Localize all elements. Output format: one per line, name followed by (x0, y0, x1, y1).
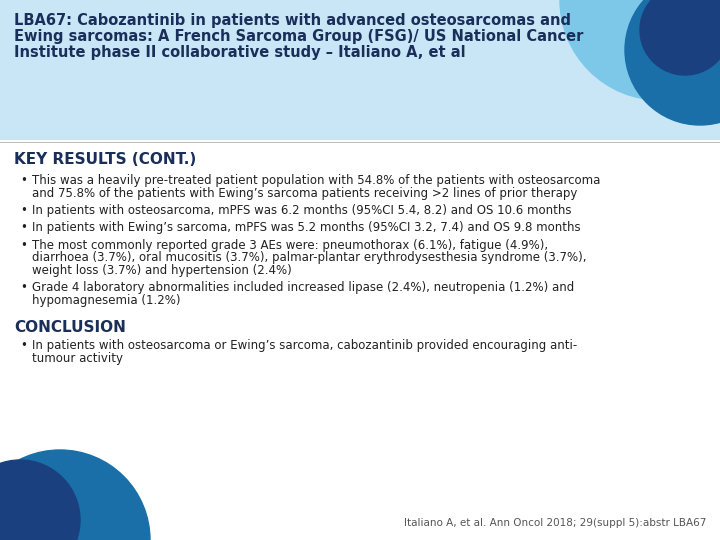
Circle shape (640, 0, 720, 75)
FancyBboxPatch shape (0, 0, 720, 140)
Text: Institute phase II collaborative study – Italiano A, et al: Institute phase II collaborative study –… (14, 45, 466, 60)
Text: Grade 4 laboratory abnormalities included increased lipase (2.4%), neutropenia (: Grade 4 laboratory abnormalities include… (32, 281, 575, 294)
Text: In patients with osteosarcoma, mPFS was 6.2 months (95%CI 5.4, 8.2) and OS 10.6 : In patients with osteosarcoma, mPFS was … (32, 204, 572, 217)
Text: •: • (20, 340, 27, 353)
Text: tumour activity: tumour activity (32, 352, 123, 365)
Text: The most commonly reported grade 3 AEs were: pneumothorax (6.1%), fatigue (4.9%): The most commonly reported grade 3 AEs w… (32, 239, 548, 252)
Text: •: • (20, 281, 27, 294)
Text: Italiano A, et al. Ann Oncol 2018; 29(suppl 5):abstr LBA67: Italiano A, et al. Ann Oncol 2018; 29(su… (404, 518, 706, 528)
Text: This was a heavily pre-treated patient population with 54.8% of the patients wit: This was a heavily pre-treated patient p… (32, 174, 600, 187)
Text: CONCLUSION: CONCLUSION (14, 320, 126, 334)
Text: Ewing sarcomas: A French Sarcoma Group (FSG)/ US National Cancer: Ewing sarcomas: A French Sarcoma Group (… (14, 29, 583, 44)
Text: LBA67: Cabozantinib in patients with advanced osteosarcomas and: LBA67: Cabozantinib in patients with adv… (14, 13, 571, 28)
Text: KEY RESULTS (CONT.): KEY RESULTS (CONT.) (14, 152, 197, 167)
Text: In patients with osteosarcoma or Ewing’s sarcoma, cabozantinib provided encourag: In patients with osteosarcoma or Ewing’s… (32, 340, 577, 353)
Circle shape (625, 0, 720, 125)
Text: In patients with Ewing’s sarcoma, mPFS was 5.2 months (95%CI 3.2, 7.4) and OS 9.: In patients with Ewing’s sarcoma, mPFS w… (32, 221, 580, 234)
Text: •: • (20, 221, 27, 234)
Text: •: • (20, 239, 27, 252)
Text: •: • (20, 174, 27, 187)
Circle shape (0, 450, 150, 540)
Text: weight loss (3.7%) and hypertension (2.4%): weight loss (3.7%) and hypertension (2.4… (32, 264, 292, 277)
Text: hypomagnesemia (1.2%): hypomagnesemia (1.2%) (32, 294, 181, 307)
Text: •: • (20, 204, 27, 217)
Circle shape (0, 460, 80, 540)
Circle shape (560, 0, 720, 100)
Text: diarrhoea (3.7%), oral mucositis (3.7%), palmar-plantar erythrodysesthesia syndr: diarrhoea (3.7%), oral mucositis (3.7%),… (32, 252, 587, 265)
Text: and 75.8% of the patients with Ewing’s sarcoma patients receiving >2 lines of pr: and 75.8% of the patients with Ewing’s s… (32, 186, 577, 199)
